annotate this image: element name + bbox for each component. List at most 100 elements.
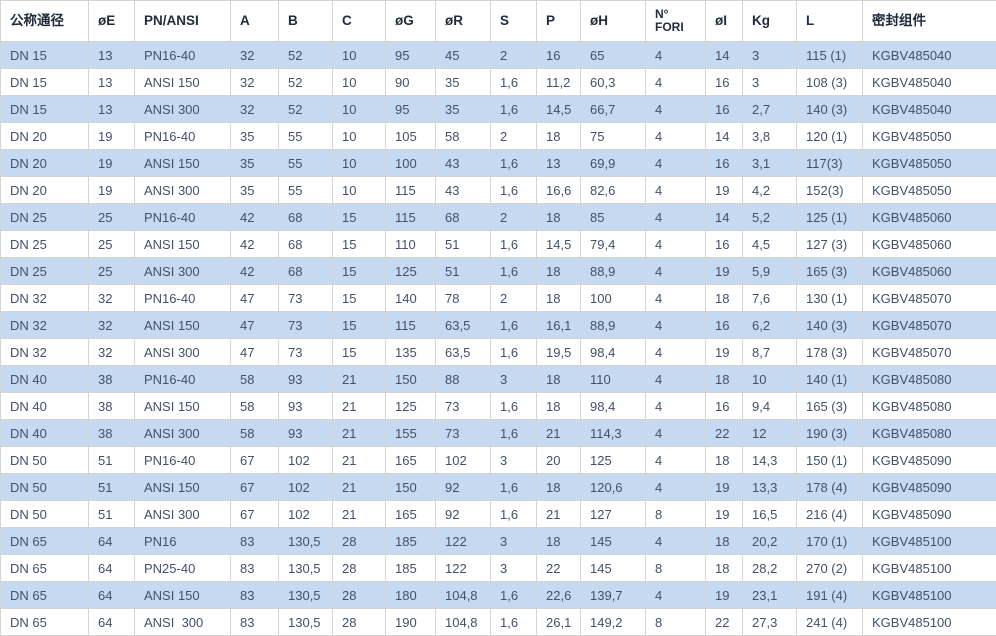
cell-s: 1,6	[491, 231, 537, 258]
cell-dn: DN 32	[1, 339, 89, 366]
cell-a: 83	[231, 528, 279, 555]
cell-kg: 5,9	[743, 258, 797, 285]
cell-l: 216 (4)	[797, 501, 863, 528]
cell-nfori: 4	[646, 339, 706, 366]
cell-dn: DN 20	[1, 150, 89, 177]
cell-b: 93	[279, 420, 333, 447]
cell-nfori: 4	[646, 231, 706, 258]
cell-c: 10	[333, 96, 386, 123]
cell-s: 1,6	[491, 69, 537, 96]
cell-oh: 60,3	[581, 69, 646, 96]
cell-pn: ANSI 300	[135, 609, 231, 636]
cell-s: 1,6	[491, 96, 537, 123]
cell-b: 73	[279, 285, 333, 312]
cell-a: 42	[231, 231, 279, 258]
cell-b: 55	[279, 150, 333, 177]
cell-c: 15	[333, 339, 386, 366]
cell-a: 67	[231, 474, 279, 501]
cell-seal: KGBV485080	[863, 393, 996, 420]
cell-oe: 32	[89, 339, 135, 366]
cell-a: 35	[231, 177, 279, 204]
cell-dn: DN 25	[1, 204, 89, 231]
cell-dn: DN 20	[1, 177, 89, 204]
cell-og: 150	[386, 366, 436, 393]
cell-or: 122	[436, 555, 491, 582]
cell-og: 125	[386, 393, 436, 420]
cell-seal: KGBV485100	[863, 582, 996, 609]
cell-s: 1,6	[491, 393, 537, 420]
cell-or: 104,8	[436, 609, 491, 636]
cell-s: 1,6	[491, 474, 537, 501]
cell-oe: 19	[89, 177, 135, 204]
cell-oi: 18	[706, 366, 743, 393]
cell-or: 104,8	[436, 582, 491, 609]
cell-nfori: 4	[646, 366, 706, 393]
cell-p: 18	[537, 258, 581, 285]
cell-l: 125 (1)	[797, 204, 863, 231]
cell-or: 35	[436, 96, 491, 123]
cell-oe: 51	[89, 501, 135, 528]
cell-p: 22	[537, 555, 581, 582]
cell-dn: DN 65	[1, 555, 89, 582]
cell-c: 21	[333, 393, 386, 420]
column-header-b: B	[279, 1, 333, 42]
cell-s: 1,6	[491, 150, 537, 177]
cell-oh: 145	[581, 555, 646, 582]
cell-b: 55	[279, 123, 333, 150]
cell-or: 51	[436, 231, 491, 258]
cell-og: 115	[386, 177, 436, 204]
cell-pn: ANSI 150	[135, 150, 231, 177]
cell-or: 102	[436, 447, 491, 474]
cell-l: 127 (3)	[797, 231, 863, 258]
cell-kg: 3	[743, 42, 797, 69]
cell-a: 42	[231, 258, 279, 285]
cell-kg: 12	[743, 420, 797, 447]
cell-p: 16,6	[537, 177, 581, 204]
cell-oh: 98,4	[581, 339, 646, 366]
cell-dn: DN 32	[1, 312, 89, 339]
cell-pn: ANSI 150	[135, 582, 231, 609]
cell-oi: 16	[706, 312, 743, 339]
cell-kg: 5,2	[743, 204, 797, 231]
cell-b: 68	[279, 204, 333, 231]
cell-kg: 14,3	[743, 447, 797, 474]
cell-oh: 125	[581, 447, 646, 474]
column-header-kg: Kg	[743, 1, 797, 42]
cell-seal: KGBV485040	[863, 42, 996, 69]
cell-oh: 145	[581, 528, 646, 555]
cell-l: 170 (1)	[797, 528, 863, 555]
cell-s: 1,6	[491, 582, 537, 609]
cell-b: 102	[279, 474, 333, 501]
cell-or: 43	[436, 177, 491, 204]
cell-oe: 51	[89, 447, 135, 474]
cell-seal: KGBV485070	[863, 312, 996, 339]
cell-pn: ANSI 300	[135, 177, 231, 204]
cell-a: 47	[231, 312, 279, 339]
cell-p: 18	[537, 474, 581, 501]
cell-b: 130,5	[279, 582, 333, 609]
cell-oe: 64	[89, 582, 135, 609]
column-header-oh: øH	[581, 1, 646, 42]
cell-pn: PN25-40	[135, 555, 231, 582]
cell-seal: KGBV485040	[863, 69, 996, 96]
cell-oh: 79,4	[581, 231, 646, 258]
cell-pn: PN16-40	[135, 285, 231, 312]
cell-c: 21	[333, 447, 386, 474]
cell-nfori: 4	[646, 258, 706, 285]
cell-oi: 19	[706, 258, 743, 285]
cell-s: 1,6	[491, 420, 537, 447]
cell-oh: 149,2	[581, 609, 646, 636]
cell-kg: 16,5	[743, 501, 797, 528]
cell-pn: PN16-40	[135, 204, 231, 231]
cell-oe: 19	[89, 150, 135, 177]
cell-og: 165	[386, 447, 436, 474]
